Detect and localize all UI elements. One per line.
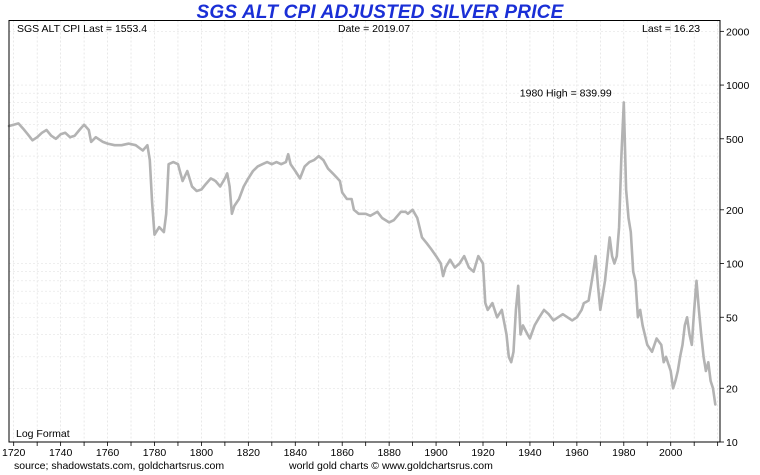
x-tick-label: 1940	[518, 447, 542, 459]
x-tick-label: 1980	[612, 447, 636, 459]
y-tick-label: 500	[726, 134, 744, 146]
footer-source: source; shadowstats.com, goldchartsrus.c…	[14, 460, 225, 472]
y-tick-label: 1000	[726, 80, 750, 92]
x-tick-label: 1780	[143, 447, 167, 459]
peak-annotation: 1980 High = 839.99	[520, 88, 612, 100]
footer-credit: world gold charts © www.goldchartsrus.co…	[289, 460, 493, 472]
x-tick-label: 1960	[565, 447, 589, 459]
y-tick-label: 2000	[726, 26, 750, 38]
y-tick-label: 100	[726, 259, 744, 271]
x-tick-label: 1860	[331, 447, 355, 459]
chart-title: SGS ALT CPI ADJUSTED SILVER PRICE	[196, 2, 564, 23]
x-tick-label: 1880	[377, 447, 401, 459]
gridlines	[9, 20, 720, 443]
x-tick-label: 1760	[96, 447, 120, 459]
y-axis: 10 20 50 100 200 500 1000 2000	[720, 26, 750, 449]
header-left-label: SGS ALT CPI Last = 1553.4	[17, 23, 148, 35]
scale-note: Log Format	[16, 428, 70, 440]
y-tick-label: 20	[726, 383, 738, 395]
y-tick-label: 10	[726, 437, 738, 449]
series-line	[7, 101, 717, 406]
x-tick-label: 1920	[471, 447, 495, 459]
x-tick-label: 1840	[284, 447, 308, 459]
header-date-label: Date = 2019.07	[338, 23, 411, 35]
x-tick-label: 1740	[49, 447, 73, 459]
x-axis: 1720 1740 1760 1780 1800 1820 1840 1860 1880 1900…	[2, 442, 719, 459]
x-tick-label: 1900	[424, 447, 448, 459]
x-tick-label: 1820	[237, 447, 261, 459]
plot-frame	[8, 20, 721, 443]
x-tick-label: 1720	[2, 447, 26, 459]
y-tick-label: 200	[726, 205, 744, 217]
series-layer	[7, 101, 717, 406]
x-tick-label: 1800	[190, 447, 214, 459]
x-tick-label: 2000	[659, 447, 683, 459]
header-last-label: Last = 16.23	[642, 23, 701, 35]
y-tick-label: 50	[726, 312, 738, 324]
